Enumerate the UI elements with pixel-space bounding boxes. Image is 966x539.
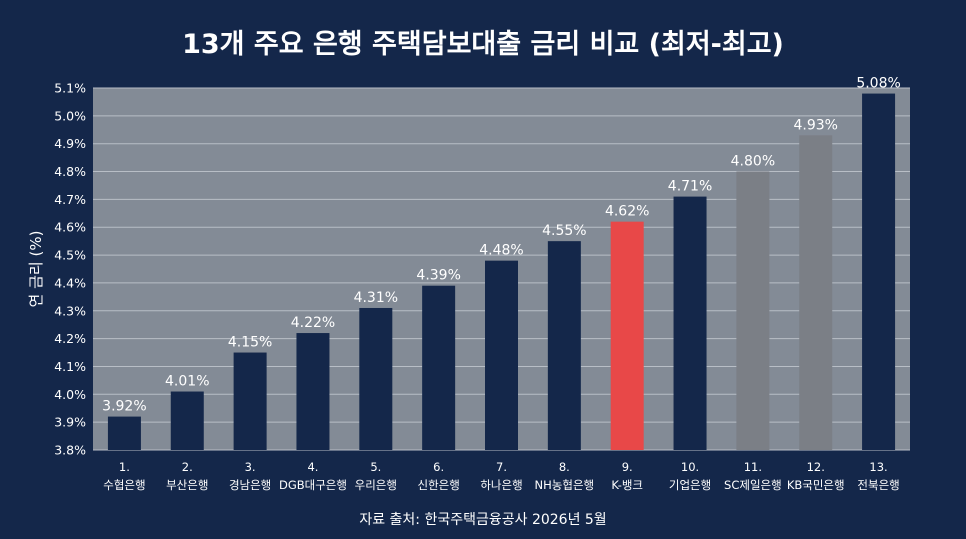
bar xyxy=(107,416,141,450)
x-axis-categories: 1. 수협은행 2. 부산은행 3. 경남은행 4. DGB대구은행 5. 우리은행 6. 신한은행 7… xyxy=(103,460,899,492)
category-label: KB국민은행 xyxy=(787,478,845,492)
bar xyxy=(736,171,770,451)
data-label: 3.92% xyxy=(102,399,146,415)
bar xyxy=(233,352,267,450)
data-label: 5.08% xyxy=(856,76,900,92)
y-tick-label: 4.1% xyxy=(54,359,86,374)
bar xyxy=(485,260,518,450)
y-tick-label: 4.2% xyxy=(54,331,86,346)
y-tick-label: 3.8% xyxy=(54,443,86,458)
bar xyxy=(862,93,896,451)
y-tick-label: 4.3% xyxy=(54,303,86,318)
category-rank: 2. xyxy=(182,460,193,474)
category-rank: 5. xyxy=(370,460,381,474)
y-axis-ticks: 3.8% 3.9% 4.0% 4.1% 4.2% 4.3% 4.4% 4.5% 4.6% 4.7%… xyxy=(54,81,86,458)
chart-title: 13개 주요 은행 주택담보대출 금리 비교 (최저-최고) xyxy=(182,29,784,60)
y-tick-label: 4.6% xyxy=(54,220,86,235)
source-note: 자료 출처: 한국주택금융공사 2026년 5월 xyxy=(359,512,607,528)
data-label: 4.48% xyxy=(479,243,523,259)
y-axis-label: 연 금리 (%) xyxy=(27,231,45,308)
category-rank: 11. xyxy=(744,460,762,474)
category-label: 신한은행 xyxy=(417,478,459,492)
bar xyxy=(359,307,393,450)
data-labels: 3.92% 4.01% 4.15% 4.22% 4.31% 4.39% 4.48% 4.55%… xyxy=(102,76,901,415)
data-label: 4.71% xyxy=(668,179,712,195)
category-label: 기업은행 xyxy=(669,478,711,492)
y-tick-label: 4.0% xyxy=(54,387,86,402)
category-rank: 6. xyxy=(433,460,444,474)
y-tick-label: 5.1% xyxy=(54,81,86,96)
y-tick-label: 4.8% xyxy=(54,164,86,179)
category-rank: 9. xyxy=(622,460,633,474)
category-label: 수협은행 xyxy=(103,478,145,492)
category-label: 우리은행 xyxy=(355,478,397,492)
bar xyxy=(422,285,456,450)
y-tick-label: 4.9% xyxy=(54,136,86,151)
y-tick-label: 4.5% xyxy=(54,248,86,263)
category-label: SC제일은행 xyxy=(724,478,782,492)
category-label: 전북은행 xyxy=(857,478,899,492)
data-label: 4.39% xyxy=(416,268,460,284)
data-label: 4.31% xyxy=(354,290,398,306)
category-label: K-뱅크 xyxy=(611,478,643,492)
data-label: 4.93% xyxy=(793,117,837,133)
data-label: 4.15% xyxy=(228,335,272,351)
category-label: 부산은행 xyxy=(166,478,208,492)
category-label: 경남은행 xyxy=(229,478,271,492)
bar xyxy=(799,135,833,451)
data-label: 4.80% xyxy=(731,154,775,170)
y-tick-label: 5.0% xyxy=(54,108,86,123)
category-label: NH농협은행 xyxy=(535,478,595,492)
category-rank: 8. xyxy=(559,460,570,474)
y-tick-label: 4.4% xyxy=(54,275,86,290)
y-tick-label: 3.9% xyxy=(54,415,86,430)
bar xyxy=(610,221,644,450)
bar xyxy=(296,333,330,450)
category-rank: 12. xyxy=(807,460,825,474)
category-rank: 4. xyxy=(307,460,318,474)
category-rank: 13. xyxy=(869,460,887,474)
data-label: 4.55% xyxy=(542,223,586,239)
bar xyxy=(170,391,204,450)
category-rank: 1. xyxy=(119,460,130,474)
bar xyxy=(673,196,707,450)
category-rank: 10. xyxy=(681,460,699,474)
category-label: DGB대구은행 xyxy=(279,478,347,492)
category-rank: 7. xyxy=(496,460,507,474)
bars xyxy=(107,93,896,451)
category-label: 하나은행 xyxy=(480,478,522,492)
data-label: 4.22% xyxy=(291,315,335,331)
data-label: 4.62% xyxy=(605,204,649,220)
bar xyxy=(547,241,581,450)
category-rank: 3. xyxy=(245,460,256,474)
y-tick-label: 4.7% xyxy=(54,192,86,207)
data-label: 4.01% xyxy=(165,374,209,390)
